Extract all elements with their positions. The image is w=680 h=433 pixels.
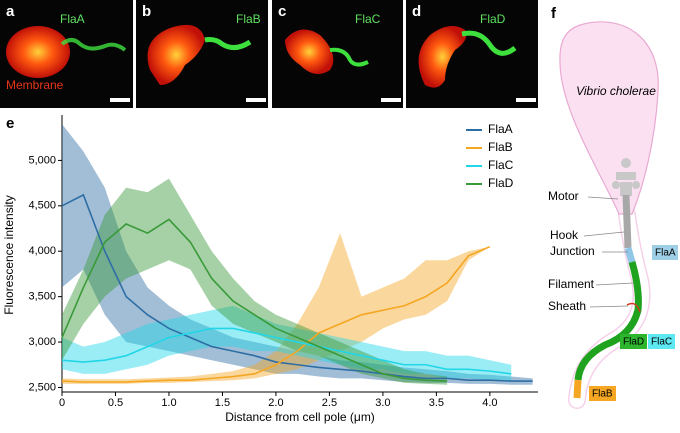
- legend-label: FlaC: [488, 158, 514, 172]
- filament-label: Filament: [548, 277, 595, 291]
- panel-label: FlaB: [236, 12, 261, 26]
- x-tick-label: 4.0: [482, 397, 497, 409]
- protein-label: FlaB: [592, 389, 613, 400]
- series-line: [61, 245, 491, 383]
- y-tick-label: 4,000: [28, 245, 56, 257]
- y-tick-label: 5,000: [28, 154, 56, 166]
- protein-label: FlaC: [651, 337, 672, 348]
- membrane-label: Membrane: [6, 78, 64, 92]
- x-tick-label: 0: [59, 397, 65, 409]
- micrograph-d: d FlaD: [406, 0, 538, 108]
- panel-letter: c: [278, 3, 286, 20]
- x-tick-label: 1.0: [161, 397, 176, 409]
- x-axis-label: Distance from cell pole (μm): [225, 410, 375, 424]
- micrograph-a: a FlaA Membrane: [0, 0, 133, 108]
- confidence-band: [62, 124, 533, 385]
- panel-label: FlaC: [355, 12, 381, 26]
- chart: e Distance from cell pole (μm) Fluoresce…: [2, 115, 538, 424]
- confidence-band: [62, 178, 448, 385]
- legend-label: FlaD: [488, 176, 514, 190]
- panel-label: FlaA: [60, 12, 85, 26]
- x-tick-label: 2.0: [268, 397, 283, 409]
- x-tick-label: 3.5: [429, 397, 444, 409]
- y-tick-label: 2,500: [28, 381, 56, 393]
- panel-letter: a: [6, 3, 15, 20]
- y-tick-label: 4,500: [28, 200, 56, 212]
- micrograph-c: c FlaC: [272, 0, 403, 108]
- x-tick-label: 3.0: [375, 397, 390, 409]
- junction-label: Junction: [550, 244, 595, 258]
- protein-label: FlaA: [655, 248, 676, 259]
- confidence-band: [62, 233, 490, 384]
- micrograph-b: b FlaB: [136, 0, 268, 108]
- series-line: [61, 193, 533, 382]
- x-tick-label: 2.5: [322, 397, 337, 409]
- species-label: Vibrio cholerae: [576, 84, 656, 98]
- panel-label: FlaD: [480, 12, 506, 26]
- diagram: f Vibrio cholerae Motor Hook Junction Fi…: [548, 5, 678, 409]
- panel-letter: d: [412, 3, 421, 20]
- panel-letter: f: [551, 5, 557, 22]
- x-tick-label: 0.5: [108, 397, 123, 409]
- series-line: [61, 218, 448, 382]
- protein-label: FlaD: [623, 337, 644, 348]
- legend-label: FlaB: [488, 140, 513, 154]
- panel-letter: e: [6, 115, 14, 132]
- y-axis-label: Fluorescence intensity: [2, 195, 16, 314]
- y-tick-label: 3,000: [28, 336, 56, 348]
- series-line: [61, 327, 512, 375]
- y-tick-label: 3,500: [28, 291, 56, 303]
- x-tick-label: 1.5: [215, 397, 230, 409]
- hook-label: Hook: [550, 228, 579, 242]
- motor-label: Motor: [548, 189, 579, 203]
- sheath-label: Sheath: [548, 299, 586, 313]
- panel-letter: b: [142, 3, 151, 20]
- legend-label: FlaA: [488, 122, 513, 136]
